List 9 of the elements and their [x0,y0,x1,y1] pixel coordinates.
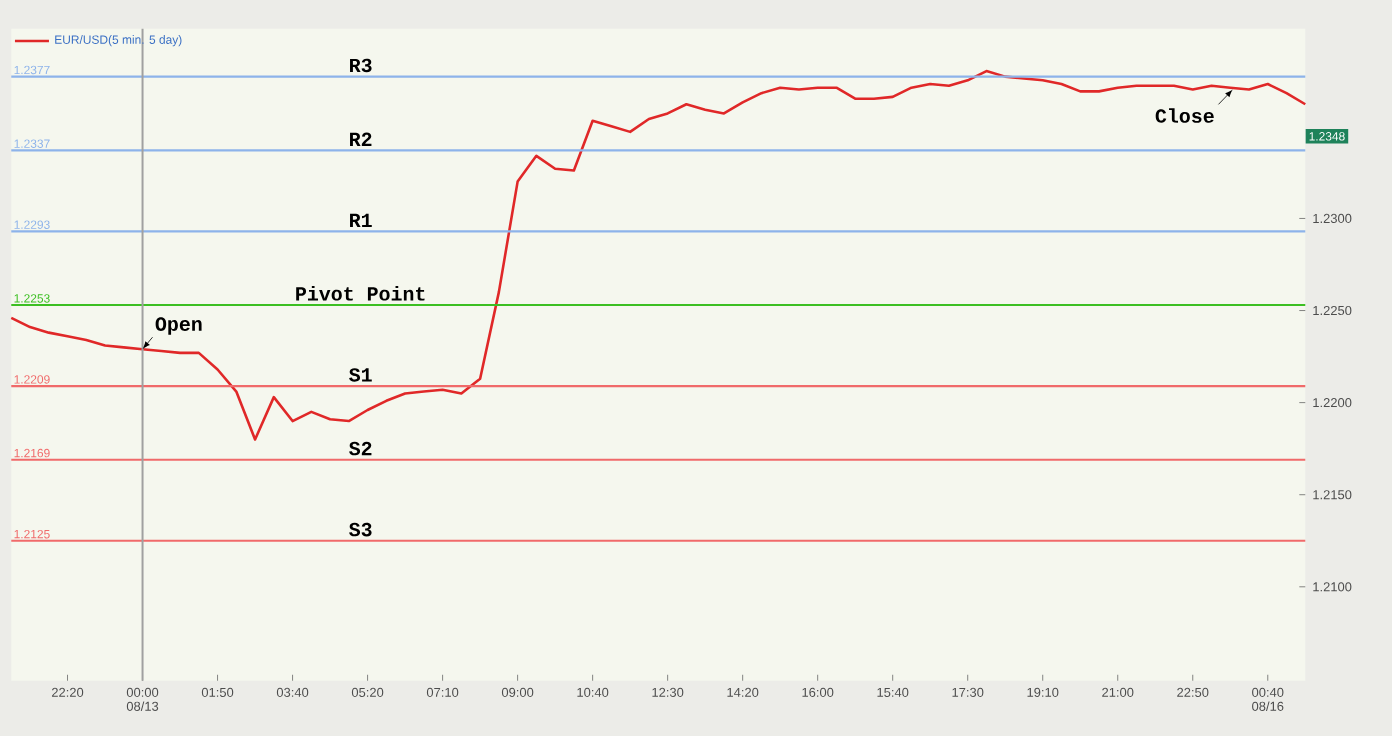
ref-line-label: R3 [350,58,372,73]
ref-line-label: R2 [350,132,372,146]
annotation: Close [1155,108,1214,123]
ref-line-label: Pivot Point [296,285,425,301]
ref-line-label: S1 [349,368,372,382]
ref-line-label: R1 [350,213,372,227]
ref-line-label: S3 [349,522,372,537]
ref-line-label: S2 [349,441,372,456]
annotation: Open [155,317,202,335]
